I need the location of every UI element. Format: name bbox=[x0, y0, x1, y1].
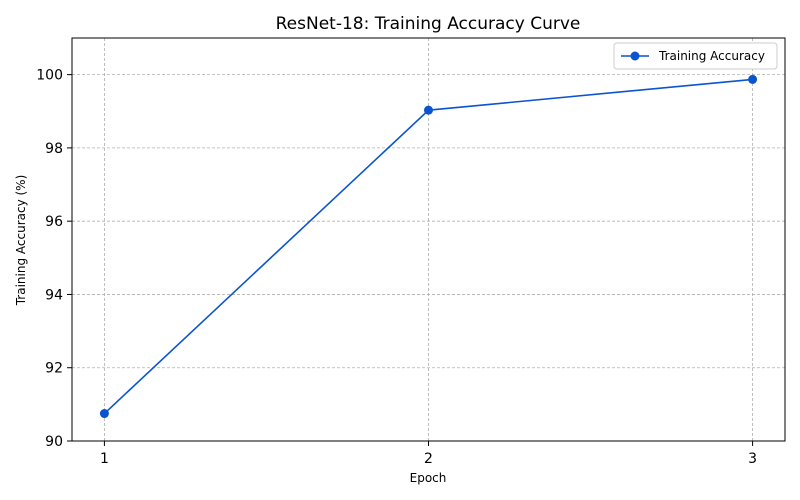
legend: Training Accuracy bbox=[613, 42, 778, 70]
chart-title: ResNet-18: Training Accuracy Curve bbox=[276, 14, 581, 34]
data-point bbox=[99, 409, 109, 419]
series-layer bbox=[99, 74, 758, 419]
grid bbox=[72, 38, 785, 442]
data-point bbox=[424, 105, 433, 115]
y-tick-label: 98 bbox=[45, 141, 63, 157]
legend-entry-training-accuracy: Training Accuracy bbox=[658, 49, 765, 63]
data-point bbox=[748, 74, 758, 84]
y-tick-label: 94 bbox=[45, 287, 63, 303]
y-tick-label: 92 bbox=[45, 361, 63, 377]
legend-point-marker bbox=[630, 51, 640, 61]
x-tick-label: 1 bbox=[100, 451, 109, 467]
plot-frame bbox=[71, 37, 786, 442]
y-tick-label: 90 bbox=[45, 434, 63, 450]
y-tick-label: 96 bbox=[45, 214, 63, 230]
x-tick-label: 2 bbox=[424, 451, 433, 467]
y-axis-label: Training Accuracy (%) bbox=[14, 175, 28, 307]
x-axis-label: Epoch bbox=[410, 471, 447, 485]
x-tick-label: 3 bbox=[748, 451, 757, 467]
legend-box bbox=[613, 42, 778, 70]
axis-ticks: 1 2 3 90 92 94 96 98 100 bbox=[36, 68, 757, 467]
y-tick-label: 100 bbox=[36, 68, 63, 84]
